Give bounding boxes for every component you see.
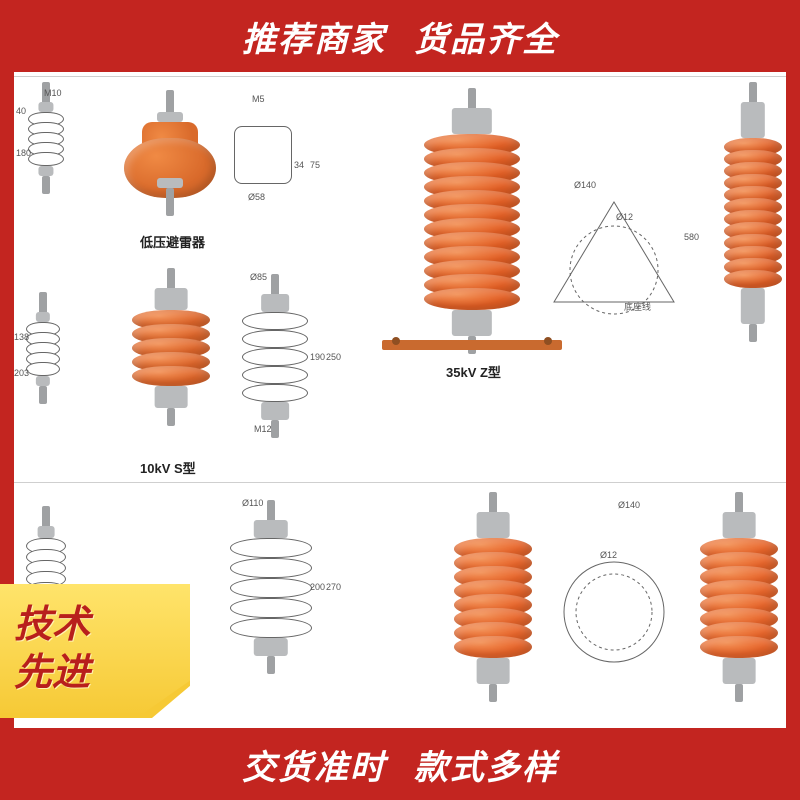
bottom-banner: 交货准时 款式多样 [0,728,800,800]
label-low-voltage: 低压避雷器 [140,232,205,251]
dim-270: 270 [326,582,341,592]
bottom-banner-right: 款式多样 [414,740,558,789]
catalog-divider [14,76,786,77]
dim-180: 180 [16,148,31,158]
badge-line2: 先进 [14,650,90,698]
dim-d58: Ø58 [248,192,265,202]
dim-190: 190 [310,352,325,362]
dim-203: 203 [14,368,29,378]
top-banner-right: 货品齐全 [414,12,558,61]
dim-250: 250 [326,352,341,362]
label-10kv-s: 10kV S型 [140,458,196,477]
dim-d140b: Ø140 [618,500,640,510]
badge-text: 技术 先进 [14,602,90,697]
dim-m12: M12 [254,424,272,434]
catalog-divider [14,482,786,483]
top-banner: 推荐商家 货品齐全 [0,0,800,72]
dim-d12b: Ø12 [600,550,617,560]
dim-75: 75 [310,160,320,170]
dim-m10: M10 [44,88,62,98]
dim-m5: M5 [252,94,265,104]
diagram-35kv-base [544,192,684,332]
diagram-lower-right [554,512,694,672]
dim-d12: Ø12 [616,212,633,222]
diagram-lv-outline [234,126,292,184]
dim-d110: Ø110 [242,498,263,508]
dim-580: 580 [684,232,699,242]
bottom-banner-left: 交货准时 [242,740,386,789]
dim-d85: Ø85 [250,272,267,282]
dim-40: 40 [16,106,26,116]
dim-138: 138 [14,332,29,342]
label-35kv-z: 35kV Z型 [446,362,501,381]
badge-line1: 技术 [14,602,90,650]
dim-baseline: 底座线 [624,300,651,313]
top-banner-left: 推荐商家 [242,12,386,61]
dim-200: 200 [310,582,325,592]
dim-d140: Ø140 [574,180,596,190]
corner-badge: 技术 先进 [0,584,190,718]
dim-34: 34 [294,160,304,170]
